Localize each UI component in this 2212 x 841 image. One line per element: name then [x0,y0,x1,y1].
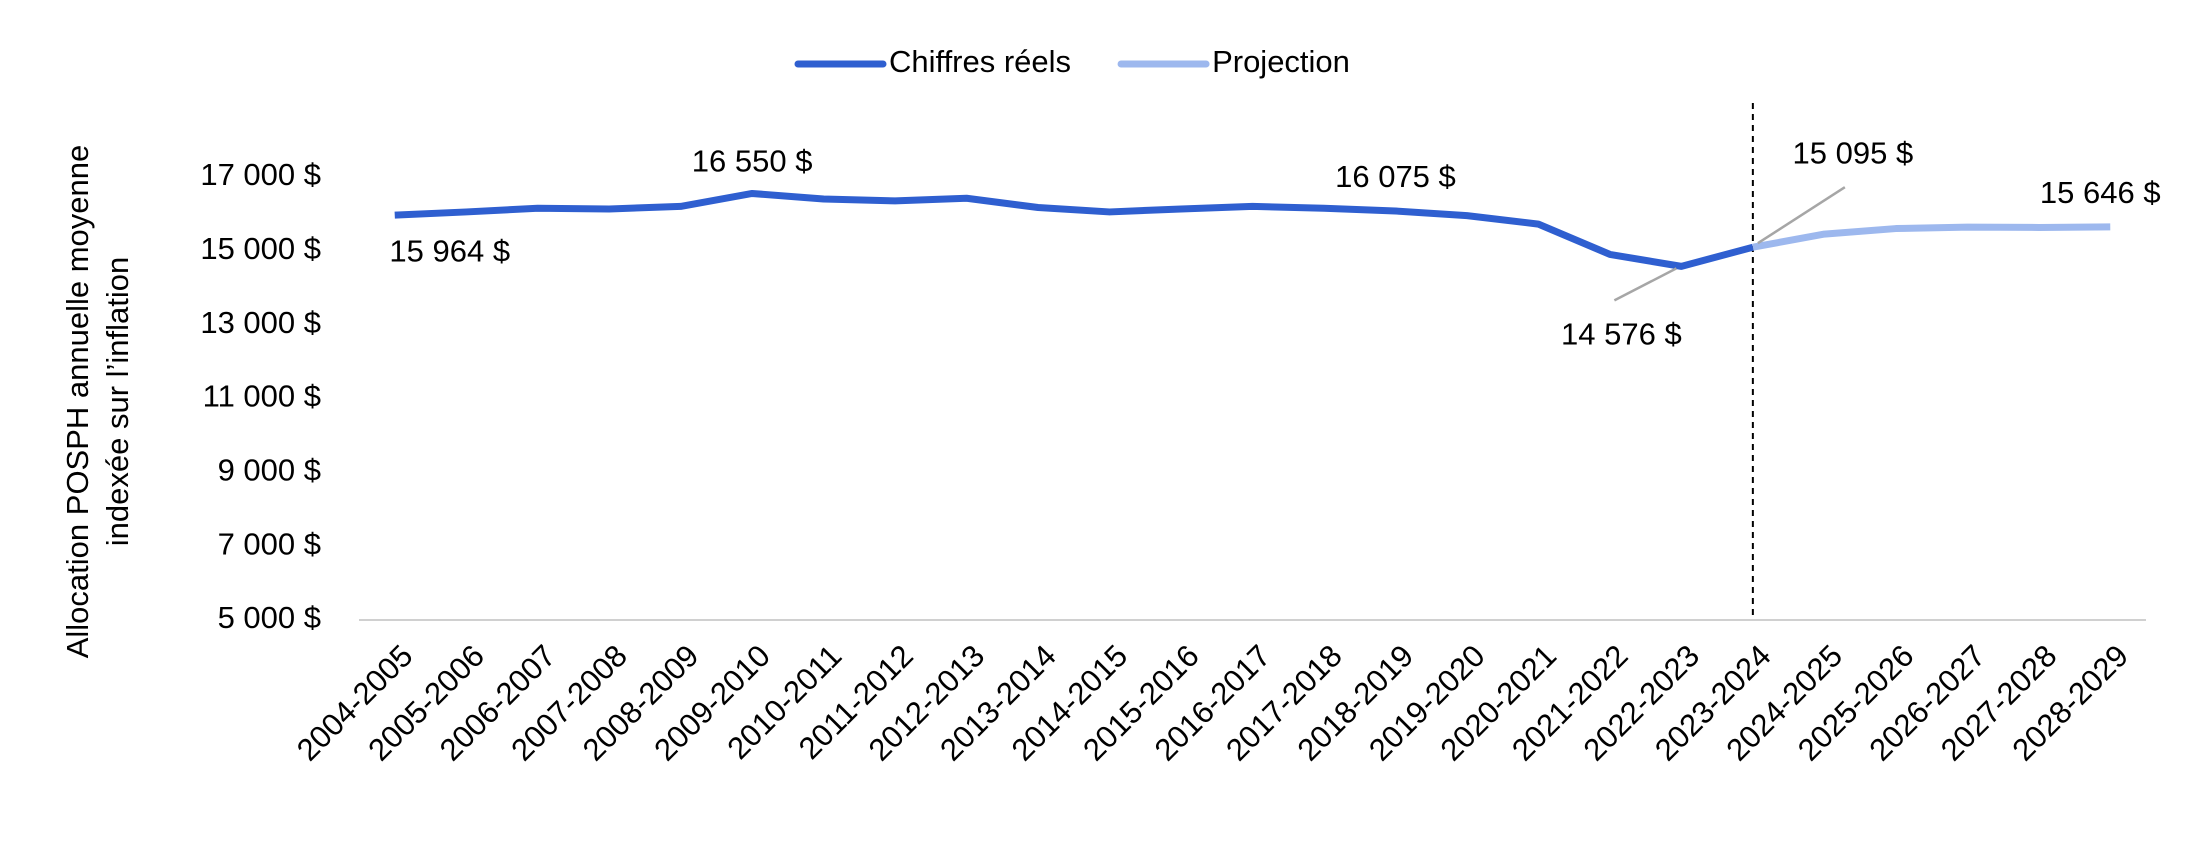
y-axis-title-line: indexée sur l’inflation [100,257,135,547]
leader-line [1757,186,1846,245]
data-label: 15 964 $ [389,233,510,268]
y-axis-title-line: Allocation POSPH annuelle moyenne [60,145,95,659]
y-axis-title: Allocation POSPH annuelle moyenne indexée… [60,145,135,659]
data-label: 15 646 $ [2040,175,2161,210]
data-label: 14 576 $ [1561,317,1682,352]
line-series [1752,223,2111,251]
legend-label: Projection [1212,44,1350,79]
y-tick-label: 11 000 $ [203,379,321,414]
data-label: 15 095 $ [1793,135,1914,170]
y-tick-label: 13 000 $ [200,305,321,340]
y-tick-label: 9 000 $ [218,452,321,487]
data-label: 16 550 $ [692,144,813,179]
leader-line [1613,267,1677,302]
y-tick-label: 15 000 $ [200,231,321,266]
y-tick-label: 17 000 $ [200,157,321,192]
y-tick-label: 7 000 $ [218,526,321,561]
legend-label: Chiffres réels [889,44,1071,79]
y-tick-label: 5 000 $ [218,600,321,635]
line-series [394,189,1754,270]
data-label: 16 075 $ [1335,159,1456,194]
